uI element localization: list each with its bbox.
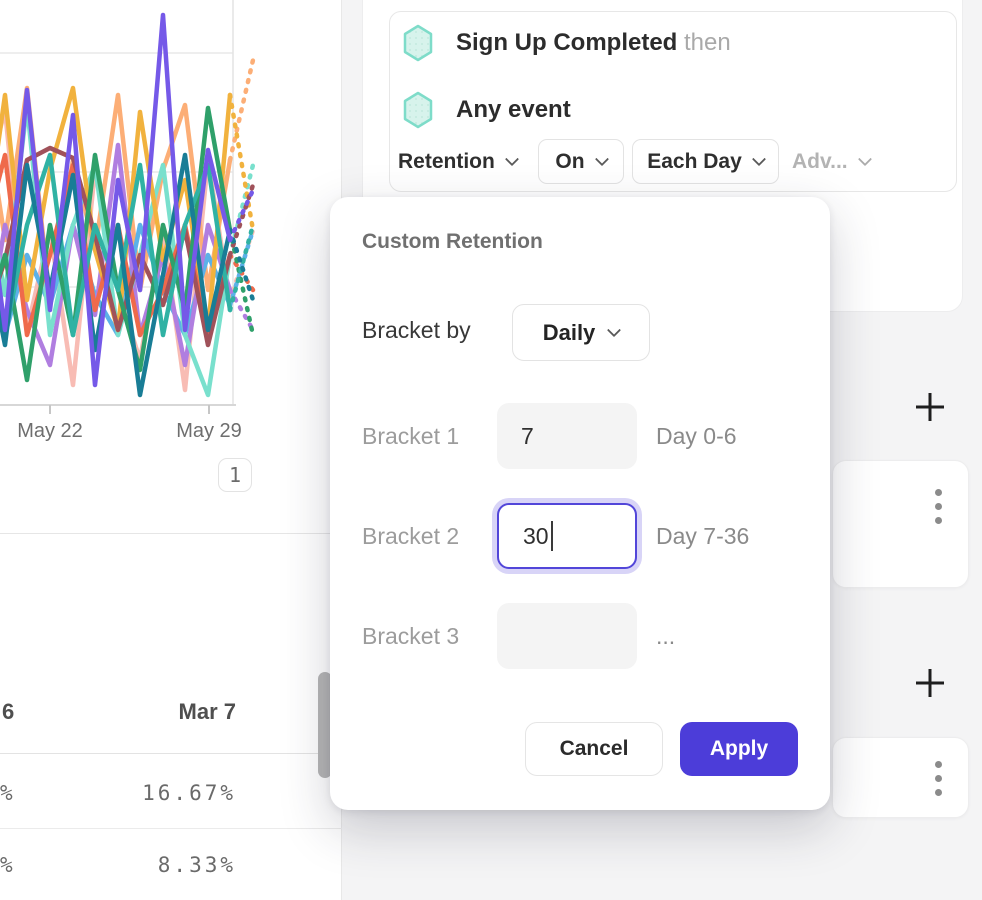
interval-dropdown[interactable]: Each Day <box>632 139 779 184</box>
event-name: Any event <box>456 96 571 123</box>
on-dropdown[interactable]: On <box>538 139 624 184</box>
bracket-2-value: 30 <box>523 522 549 549</box>
bracket-2-range-hint: Day 7-36 <box>656 523 750 549</box>
table-cell-value: 8.33% <box>157 853 236 877</box>
x-axis-tick-label: May 22 <box>17 420 83 442</box>
event-hexagon-icon <box>403 91 433 129</box>
scrollbar-thumb[interactable] <box>318 672 332 778</box>
results-panel: May 22 May 29 1 6 Mar 7 % 16.67% % 8.33% <box>0 0 342 900</box>
event-name: Sign Up Completed <box>456 29 678 56</box>
bracket-by-dropdown[interactable]: Daily <box>512 304 650 361</box>
bracket-2-input[interactable]: 30 <box>497 503 637 569</box>
card-more-options-button[interactable] <box>925 755 951 801</box>
table-cell-clipped: % <box>0 853 16 877</box>
bracket-3-range-hint: ... <box>656 623 676 649</box>
text-cursor <box>550 521 553 551</box>
chevron-down-icon <box>751 151 766 166</box>
apply-button[interactable]: Apply <box>680 722 798 776</box>
bracket-1-range-hint: Day 0-6 <box>656 423 737 449</box>
table-header-cell-clipped: 6 <box>2 699 15 724</box>
table-cell-clipped: % <box>0 781 16 805</box>
event-connector-label: then <box>684 29 731 56</box>
pagination-page-button[interactable]: 1 <box>218 458 252 492</box>
add-card-button[interactable] <box>912 665 948 701</box>
cancel-button[interactable]: Cancel <box>525 722 663 776</box>
x-axis-tick-label: May 29 <box>176 420 242 442</box>
chevron-down-icon <box>857 151 872 166</box>
bracket-1-value: 7 <box>521 422 534 449</box>
custom-retention-modal: Custom Retention Bracket by Daily Bracke… <box>330 197 830 810</box>
rail-card <box>832 460 969 588</box>
table-row-border <box>0 828 342 829</box>
measurement-dropdown-label: Retention <box>398 149 495 173</box>
bracket-by-value: Daily <box>542 319 596 345</box>
add-card-button[interactable] <box>912 389 948 425</box>
measurement-dropdown[interactable]: Retention <box>398 139 519 184</box>
table-header-cell: Mar 7 <box>178 699 236 724</box>
bracket-2-label: Bracket 2 <box>362 523 460 549</box>
bracket-1-input[interactable]: 7 <box>497 403 637 469</box>
on-dropdown-label: On <box>555 149 585 173</box>
bracket-3-input[interactable] <box>497 603 637 669</box>
chevron-down-icon <box>594 151 609 166</box>
chevron-down-icon <box>607 322 622 337</box>
advanced-dropdown-label: Adv... <box>792 149 848 173</box>
card-more-options-button[interactable] <box>925 483 951 529</box>
bracket-1-label: Bracket 1 <box>362 423 460 449</box>
retention-line-chart <box>0 0 256 414</box>
rail-card <box>832 737 969 818</box>
bracket-by-label: Bracket by <box>362 317 471 343</box>
event-step-return[interactable]: Any event <box>456 93 571 127</box>
advanced-dropdown[interactable]: Adv... <box>792 139 872 184</box>
interval-dropdown-label: Each Day <box>647 149 742 173</box>
bracket-3-label: Bracket 3 <box>362 623 460 649</box>
plus-icon <box>916 393 944 421</box>
table-cell-value: 16.67% <box>142 781 236 805</box>
event-hexagon-icon <box>403 24 433 62</box>
event-step-first[interactable]: Sign Up Completed then <box>456 26 731 60</box>
kebab-icon <box>934 488 942 496</box>
modal-title: Custom Retention <box>362 230 543 253</box>
query-builder-card: Sign Up Completed then Any event Retenti… <box>389 11 957 192</box>
table-header-border <box>0 753 342 754</box>
chevron-down-icon <box>504 151 519 166</box>
kebab-icon <box>934 760 942 768</box>
section-divider <box>0 533 342 534</box>
plus-icon <box>916 669 944 697</box>
